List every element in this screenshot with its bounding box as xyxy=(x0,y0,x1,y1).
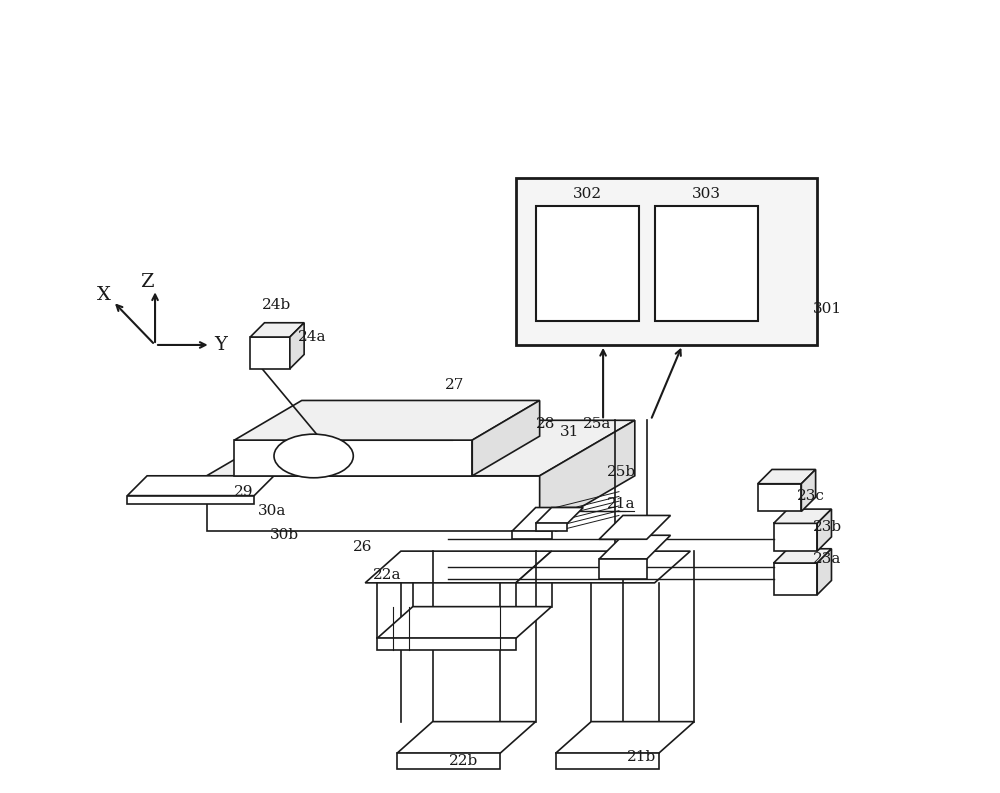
Text: X: X xyxy=(97,286,110,304)
Polygon shape xyxy=(817,509,831,551)
Polygon shape xyxy=(207,476,540,531)
Text: 22b: 22b xyxy=(448,754,478,768)
Polygon shape xyxy=(556,722,694,753)
Polygon shape xyxy=(234,440,472,476)
Text: 27: 27 xyxy=(444,377,464,392)
Polygon shape xyxy=(599,559,647,579)
Polygon shape xyxy=(365,551,552,583)
Text: 29: 29 xyxy=(234,485,254,499)
Polygon shape xyxy=(774,509,831,523)
Polygon shape xyxy=(540,420,635,531)
Bar xyxy=(516,178,817,345)
Polygon shape xyxy=(599,535,670,559)
Polygon shape xyxy=(377,638,516,650)
Text: Z: Z xyxy=(140,273,154,290)
Text: 303: 303 xyxy=(692,187,721,201)
Bar xyxy=(536,206,639,321)
Polygon shape xyxy=(599,515,670,539)
Polygon shape xyxy=(774,523,817,551)
Polygon shape xyxy=(758,484,801,511)
Polygon shape xyxy=(536,523,567,531)
Polygon shape xyxy=(250,337,290,369)
Polygon shape xyxy=(774,549,831,563)
Text: 25b: 25b xyxy=(607,465,636,479)
Polygon shape xyxy=(290,323,304,369)
Text: 21b: 21b xyxy=(627,750,656,764)
Polygon shape xyxy=(817,549,831,595)
Text: 30a: 30a xyxy=(258,504,287,519)
Text: 23c: 23c xyxy=(797,488,825,503)
Polygon shape xyxy=(774,563,817,595)
Text: 26: 26 xyxy=(353,540,373,554)
Text: 31: 31 xyxy=(559,425,579,439)
Text: 24b: 24b xyxy=(262,298,291,312)
Polygon shape xyxy=(758,469,816,484)
Polygon shape xyxy=(234,400,540,440)
Polygon shape xyxy=(512,508,575,531)
Polygon shape xyxy=(472,400,540,476)
Polygon shape xyxy=(250,323,304,337)
Text: 23a: 23a xyxy=(813,552,842,566)
Polygon shape xyxy=(377,607,552,638)
Polygon shape xyxy=(516,551,690,583)
Polygon shape xyxy=(127,476,274,496)
Text: 24a: 24a xyxy=(298,330,326,344)
Polygon shape xyxy=(127,496,254,504)
Text: 25a: 25a xyxy=(583,417,612,431)
Bar xyxy=(655,206,758,321)
Text: 30b: 30b xyxy=(270,528,299,542)
Polygon shape xyxy=(512,531,552,539)
Polygon shape xyxy=(397,753,500,769)
Text: 21a: 21a xyxy=(607,496,636,511)
Polygon shape xyxy=(207,420,635,476)
Polygon shape xyxy=(801,469,816,511)
Polygon shape xyxy=(397,722,536,753)
Text: 302: 302 xyxy=(573,187,602,201)
Text: 28: 28 xyxy=(536,417,555,431)
Text: 301: 301 xyxy=(813,302,842,316)
Text: 23b: 23b xyxy=(813,520,842,534)
Text: Y: Y xyxy=(214,336,227,354)
Polygon shape xyxy=(556,753,659,769)
Ellipse shape xyxy=(274,435,353,477)
Polygon shape xyxy=(536,508,583,523)
Text: 22a: 22a xyxy=(373,568,402,582)
